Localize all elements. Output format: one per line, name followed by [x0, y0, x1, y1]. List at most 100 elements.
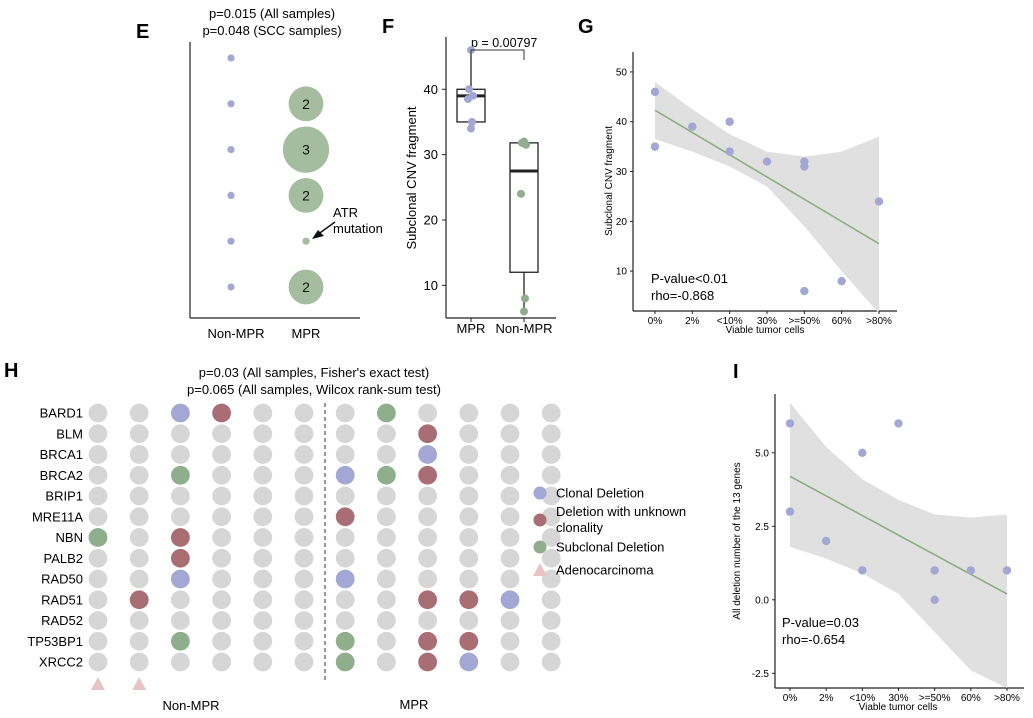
cell-tp53bp1-6	[335, 631, 355, 651]
cell-bard1-1	[129, 403, 149, 423]
cell-bard1-5	[294, 403, 314, 423]
cell-rad50-3	[212, 569, 232, 589]
panel-i-xtick-label-1: 2%	[819, 693, 834, 704]
cell-bard1-11	[541, 403, 561, 423]
legend-swatch-adeno	[533, 563, 547, 576]
non-mpr-point-2	[227, 146, 235, 154]
box-1	[509, 142, 539, 273]
panel-h: p=0.03 (All samples, Fisher's exact test…	[27, 365, 686, 713]
panel-g-ytick-label-2: 30	[616, 167, 628, 178]
cell-tp53bp1-10	[500, 631, 520, 651]
cell-nbn-3	[212, 528, 232, 547]
cell-bard1-8	[418, 403, 437, 423]
cell-tp53bp1-7	[377, 631, 396, 651]
panel-g-point-9	[837, 276, 846, 286]
cell-rad51-4	[253, 590, 273, 610]
cell-palb2-3	[212, 548, 232, 568]
cell-xrcc2-0	[88, 652, 108, 672]
non-mpr-point-0	[227, 54, 235, 62]
legend-swatch-unknown	[533, 513, 547, 527]
panel-g-x-label: Viable tumor cells	[726, 325, 805, 336]
cell-brca1-3	[212, 445, 232, 464]
panel-g-ytick-label-3: 40	[616, 117, 628, 128]
panel-i-y-label: All deletion number of the 13 genes	[732, 462, 743, 619]
panel-i-xtick-label-3: 30%	[888, 693, 908, 704]
box-point-0-3	[464, 95, 472, 104]
panel-g-confidence-band	[655, 81, 879, 314]
cell-brip1-5	[294, 486, 314, 506]
cell-tp53bp1-9	[459, 631, 479, 651]
cell-mre11a-4	[253, 507, 273, 527]
cell-nbn-4	[253, 528, 273, 547]
gene-label-blm: BLM	[56, 426, 83, 441]
gene-label-nbn: NBN	[56, 530, 83, 545]
gene-label-xrcc2: XRCC2	[39, 655, 83, 670]
cell-mre11a-6	[335, 507, 355, 527]
cell-palb2-5	[294, 548, 314, 568]
panel-f-ytick-label-3: 40	[424, 82, 438, 97]
gene-label-bard1: BARD1	[40, 406, 83, 421]
cell-palb2-6	[335, 548, 355, 568]
cell-blm-8	[418, 424, 437, 444]
panel-g-point-1	[650, 142, 660, 151]
legend-label-subclonal-0: Subclonal Deletion	[556, 540, 664, 555]
cell-brca2-1	[129, 465, 149, 485]
legend-label-clonal-0: Clonal Deletion	[556, 486, 644, 501]
panel-g-point-0	[650, 87, 660, 97]
box-point-1-3	[517, 189, 525, 198]
cell-xrcc2-3	[212, 652, 232, 672]
cell-xrcc2-4	[253, 652, 273, 672]
cell-palb2-8	[418, 548, 437, 568]
cell-nbn-2	[171, 528, 190, 547]
box-point-1-5	[520, 307, 528, 316]
panel-g: Subclonal CNV fragment Viable tumor cell…	[604, 52, 897, 336]
cell-rad50-9	[459, 569, 479, 589]
cell-bard1-10	[500, 403, 520, 423]
cell-palb2-4	[253, 548, 273, 568]
gene-label-rad51: RAD51	[41, 592, 83, 607]
box-point-1-2	[522, 140, 530, 149]
cell-rad52-8	[418, 611, 437, 630]
cell-rad52-9	[459, 611, 479, 630]
cell-nbn-0	[88, 528, 108, 547]
mpr-bubble-4	[288, 269, 324, 305]
panel-f-xtick-label-1: Non-MPR	[495, 321, 552, 336]
panel-i-ytick-label-2: 2.5	[755, 522, 769, 533]
cell-mre11a-8	[418, 507, 437, 527]
panel-h-group-mpr: MPR	[400, 697, 429, 712]
cell-xrcc2-7	[377, 652, 396, 672]
panel-i-x-label: Viable tumor cells	[859, 702, 938, 713]
cell-brca1-10	[500, 445, 520, 464]
cell-blm-11	[541, 424, 561, 444]
cell-brca2-5	[294, 465, 314, 485]
cell-brca2-0	[88, 465, 108, 485]
gene-label-brip1: BRIP1	[45, 489, 83, 504]
panel-g-xtick-label-2: <10%	[717, 316, 743, 327]
legend-label-unknown-0: Deletion with unknown	[556, 504, 686, 519]
cell-tp53bp1-8	[418, 631, 437, 651]
panel-f-ytick-label-0: 10	[424, 278, 438, 293]
cell-brip1-3	[212, 486, 232, 506]
panel-f-pvalue: p = 0.00797	[471, 36, 537, 50]
cell-mre11a-11	[541, 507, 561, 527]
panel-g-fit-line	[654, 109, 880, 245]
cell-rad50-4	[253, 569, 273, 589]
cell-brca2-9	[459, 465, 479, 485]
cell-blm-1	[129, 424, 149, 444]
gene-label-palb2: PALB2	[43, 551, 83, 566]
gene-label-mre11a: MRE11A	[32, 509, 83, 524]
cell-xrcc2-2	[171, 652, 190, 672]
cell-tp53bp1-5	[294, 631, 314, 651]
panel-g-ytick-label-0: 10	[616, 267, 628, 278]
legend-label-unknown-1: clonality	[556, 520, 603, 535]
gene-label-rad50: RAD50	[41, 572, 83, 587]
atr-annotation-line2: mutation	[333, 221, 383, 236]
cell-blm-0	[88, 424, 108, 444]
cell-bard1-2	[171, 403, 190, 423]
panel-i-ytick-label-1: 0.0	[755, 595, 769, 606]
panel-f-ytick-label-1: 20	[424, 212, 438, 227]
cell-rad51-0	[88, 590, 108, 610]
mpr-bubble-count-2: 2	[302, 187, 310, 203]
cell-rad51-1	[129, 590, 149, 610]
cell-palb2-2	[171, 548, 190, 568]
